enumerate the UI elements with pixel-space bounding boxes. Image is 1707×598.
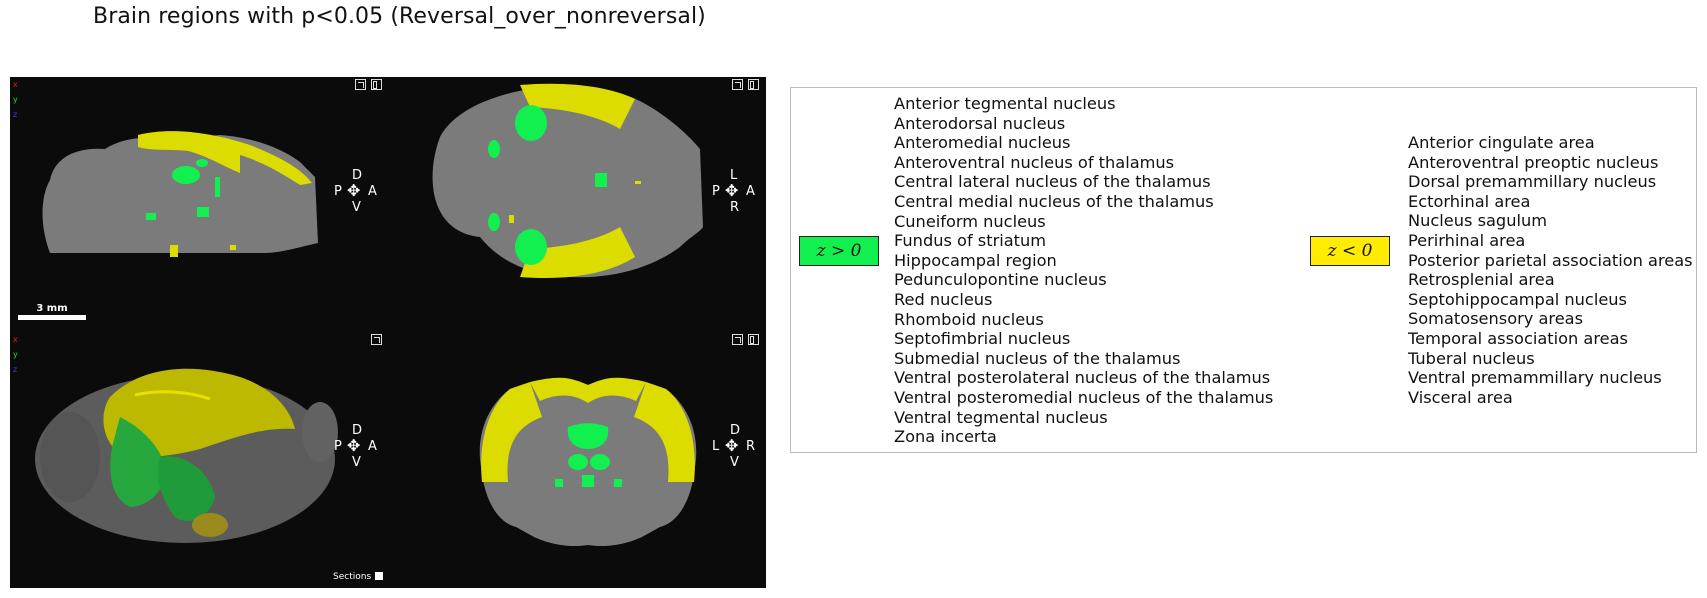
sections-label: Sections	[333, 572, 372, 582]
list-item: Submedial nucleus of the thalamus	[894, 348, 1181, 368]
region-legend: z > 0 Anterior tegmental nucleus Anterod…	[790, 87, 1697, 453]
compass-ventral-label: V	[730, 455, 739, 470]
scale-bar-label: 3 mm	[36, 303, 68, 314]
list-item: Perirhinal area	[1408, 230, 1526, 250]
compass-left-label: L	[730, 168, 738, 183]
axis-indicator-top: x y z	[13, 77, 18, 122]
axis-z-label: z	[13, 365, 18, 374]
list-item: Ventral premammillary nucleus	[1408, 368, 1662, 388]
split-view-button-coronal[interactable]	[748, 334, 759, 345]
list-item: Rhomboid nucleus	[894, 309, 1044, 329]
list-item: Ventral posterolateral nucleus of the th…	[894, 368, 1271, 388]
sagittal-slice	[42, 131, 318, 257]
list-item: Visceral area	[1408, 387, 1513, 407]
orientation-compass-coronal: D L ✥ R V	[712, 423, 756, 471]
axis-y-label: y	[13, 95, 18, 104]
list-item: Red nucleus	[894, 289, 993, 309]
sections-checkbox[interactable]	[375, 572, 384, 580]
compass-ventral-label: V	[352, 455, 361, 470]
move-arrows-icon: ✥	[725, 181, 739, 200]
list-item: Ventral posteromedial nucleus of the tha…	[894, 387, 1274, 407]
negative-z-swatch: z < 0	[1310, 236, 1390, 266]
split-view-button-horizontal[interactable]	[748, 79, 759, 90]
brain-slices	[35, 83, 703, 547]
list-item: Septofimbrial nucleus	[894, 329, 1071, 349]
compass-dorsal-label: D	[730, 423, 741, 438]
list-item: Central medial nucleus of the thalamus	[894, 191, 1214, 211]
list-item: Anteromedial nucleus	[894, 133, 1071, 153]
move-arrows-icon: ✥	[347, 181, 361, 200]
maximize-view-button-coronal[interactable]	[732, 334, 743, 345]
list-item: Zona incerta	[894, 427, 997, 447]
list-item: Hippocampal region	[894, 250, 1057, 270]
list-item: Central lateral nucleus of the thalamus	[894, 172, 1211, 192]
maximize-view-button-3d[interactable]	[371, 334, 382, 345]
maximize-view-button-sagittal[interactable]	[355, 79, 366, 90]
page-title: Brain regions with p<0.05 (Reversal_over…	[93, 4, 706, 29]
orientation-compass-horizontal: L P ✥ A R	[712, 168, 756, 216]
list-item: Anterior cingulate area	[1408, 133, 1595, 152]
compass-anterior-label: A	[368, 439, 377, 454]
compass-anterior-label: A	[368, 184, 377, 199]
list-item: Anteroventral nucleus of thalamus	[894, 152, 1175, 172]
compass-posterior-label: P	[334, 439, 342, 454]
move-arrows-icon: ✥	[347, 436, 361, 455]
axis-x-label: x	[13, 80, 18, 89]
list-item: Ectorhinal area	[1408, 191, 1531, 211]
list-item: Anterior tegmental nucleus	[894, 94, 1116, 113]
compass-anterior-label: A	[746, 184, 755, 199]
list-item: Anterodorsal nucleus	[894, 113, 1066, 133]
brain-viewer[interactable]: x y z x y z	[10, 77, 766, 588]
axis-indicator-bottom: x y z	[13, 332, 18, 377]
compass-right-label: R	[746, 439, 756, 454]
horizontal-slice	[432, 83, 703, 279]
orientation-compass-sagittal: D P ✥ A V	[334, 168, 378, 216]
compass-posterior-label: P	[334, 184, 342, 199]
list-item: Nucleus sagulum	[1408, 211, 1547, 231]
move-arrows-icon: ✥	[725, 436, 739, 455]
list-item: Anteroventral preoptic nucleus	[1408, 152, 1659, 172]
orientation-compass-3d: D P ✥ A V	[334, 423, 378, 471]
axis-z-label: z	[13, 110, 18, 119]
compass-dorsal-label: D	[352, 168, 363, 183]
list-item: Septohippocampal nucleus	[1408, 289, 1627, 309]
list-item: Somatosensory areas	[1408, 309, 1584, 329]
3d-render	[35, 368, 338, 543]
maximize-view-button-horizontal[interactable]	[732, 79, 743, 90]
negative-region-list: Anterior cingulate area Anteroventral pr…	[1408, 133, 1693, 407]
compass-right-label: R	[730, 200, 740, 215]
axis-y-label: y	[13, 350, 18, 359]
coronal-slice	[479, 377, 697, 547]
axis-x-label: x	[13, 335, 18, 344]
compass-posterior-label: P	[712, 184, 720, 199]
list-item: Retrosplenial area	[1408, 270, 1555, 290]
list-item: Posterior parietal association areas	[1408, 250, 1693, 270]
list-item: Ventral tegmental nucleus	[894, 407, 1108, 427]
split-view-button-sagittal[interactable]	[371, 79, 382, 90]
list-item: Pedunculopontine nucleus	[894, 270, 1107, 290]
sections-toggle[interactable]: Sections	[333, 572, 384, 582]
positive-z-swatch: z > 0	[799, 236, 879, 266]
list-item: Cuneiform nucleus	[894, 211, 1046, 231]
compass-ventral-label: V	[352, 200, 361, 215]
compass-dorsal-label: D	[352, 423, 363, 438]
compass-left-label: L	[712, 439, 720, 454]
list-item: Temporal association areas	[1408, 328, 1628, 348]
list-item: Fundus of striatum	[894, 231, 1047, 251]
scale-bar-line	[18, 315, 86, 320]
list-item: Tuberal nucleus	[1408, 348, 1535, 368]
scale-bar: 3 mm	[18, 303, 86, 320]
list-item: Dorsal premammillary nucleus	[1408, 172, 1657, 192]
positive-region-list: Anterior tegmental nucleus Anterodorsal …	[894, 94, 1273, 447]
